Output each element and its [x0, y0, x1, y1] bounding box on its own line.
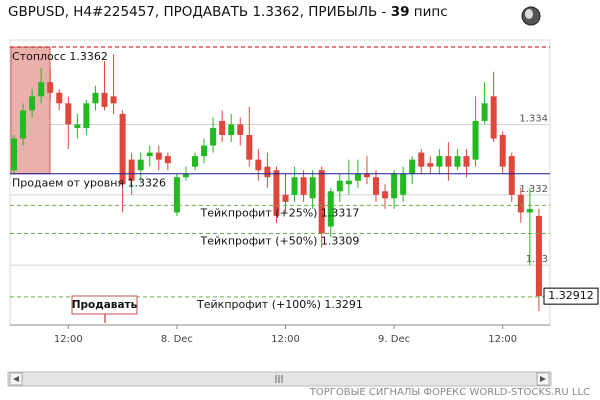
x-tick-label: 8. Dec: [161, 334, 193, 345]
candle-body: [201, 145, 208, 157]
candle-body: [318, 170, 325, 234]
candle-body: [155, 152, 162, 160]
candle-body: [345, 180, 352, 185]
candle-body: [246, 135, 253, 160]
candle-body: [83, 103, 90, 128]
candle-body: [445, 156, 452, 167]
x-tick-label: 12:00: [488, 334, 517, 345]
candle-body: [354, 173, 361, 181]
plot-area: [9, 39, 551, 326]
candle-body: [336, 180, 343, 192]
candle-body: [309, 177, 316, 199]
y-tick-label: 1.334: [519, 113, 548, 124]
candle-body: [110, 96, 117, 104]
candle-body: [210, 127, 217, 146]
level-label: Продаем от уровня 1.3326: [12, 177, 166, 190]
candle-body: [526, 208, 533, 213]
title-prefix: GBPUSD, H4#225457, ПРОДАВАТЬ 1.3362, ПРИ…: [8, 4, 391, 20]
candle-body: [219, 120, 226, 135]
y-tick-label: 1.332: [519, 184, 548, 195]
candle-body: [409, 159, 416, 174]
candle-body: [146, 152, 153, 157]
title-suffix: пипс: [409, 4, 448, 20]
candle-body: [400, 173, 407, 195]
candle-body: [74, 124, 81, 128]
candle-body: [508, 156, 515, 195]
candle-body: [427, 163, 434, 167]
candle-body: [382, 191, 389, 199]
level-label: Тейкпрофит (+100%) 1.3291: [196, 298, 363, 311]
candle-body: [436, 156, 443, 167]
chart-title: GBPUSD, H4#225457, ПРОДАВАТЬ 1.3362, ПРИ…: [8, 4, 448, 20]
candle-body: [38, 82, 45, 97]
candle-body: [273, 170, 280, 216]
candle-body: [463, 156, 470, 167]
candle-body: [173, 177, 180, 213]
globe-land: [525, 9, 533, 19]
level-label: Тейкпрофит (+25%) 1.3317: [200, 206, 360, 219]
candle-body: [517, 194, 524, 213]
x-tick-label: 9. Dec: [378, 334, 410, 345]
candle-body: [481, 103, 488, 121]
candle-body: [255, 159, 262, 171]
candle-body: [47, 82, 54, 93]
level-label: Стоплосс 1.3362: [12, 50, 108, 63]
candle-body: [418, 152, 425, 167]
candle-body: [237, 124, 244, 135]
x-tick-label: 12:00: [271, 334, 300, 345]
candle-body: [499, 135, 506, 167]
footer: ТОРГОВЫЕ СИГНАЛЫ ФОРЕКС WORLD-STOCKS.RU …: [309, 387, 590, 398]
candle-body: [472, 120, 479, 160]
candle-body: [101, 92, 108, 107]
scroll-grip[interactable]: [275, 375, 283, 383]
sell-button-label: Продавать: [72, 299, 138, 311]
candle-body: [300, 177, 307, 195]
title-profit: 39: [390, 4, 410, 20]
candle-body: [327, 191, 334, 227]
candle-body: [65, 103, 72, 125]
candle-body: [454, 156, 461, 167]
candle-body: [164, 156, 171, 164]
sell-button[interactable]: [71, 295, 138, 315]
candle-body: [119, 113, 126, 185]
candle-body: [137, 159, 144, 171]
candle-body: [264, 166, 271, 178]
candle-body: [363, 173, 370, 178]
price-label-box: [543, 287, 599, 305]
candle-body: [56, 92, 63, 104]
candle-body: [535, 215, 542, 297]
candle-body: [128, 159, 135, 181]
x-tick-label: 12:00: [54, 334, 83, 345]
candle-body: [29, 96, 36, 111]
candle-body: [92, 92, 99, 104]
candle-body: [373, 177, 379, 195]
candle-body: [282, 194, 289, 202]
candle-body: [228, 124, 235, 135]
level-label: Тейкпрофит (+50%) 1.3309: [200, 235, 360, 248]
candle-body: [20, 110, 27, 139]
scroll-right-arrow: [540, 376, 546, 382]
candle-body: [291, 177, 298, 195]
candle-body: [192, 156, 198, 167]
candle-body: [11, 138, 17, 171]
scroll-left-arrow: [13, 376, 19, 382]
candle-body: [490, 96, 497, 139]
price-label: 1.32912: [548, 289, 594, 302]
candle-body: [391, 173, 398, 199]
candle-body: [182, 173, 189, 178]
